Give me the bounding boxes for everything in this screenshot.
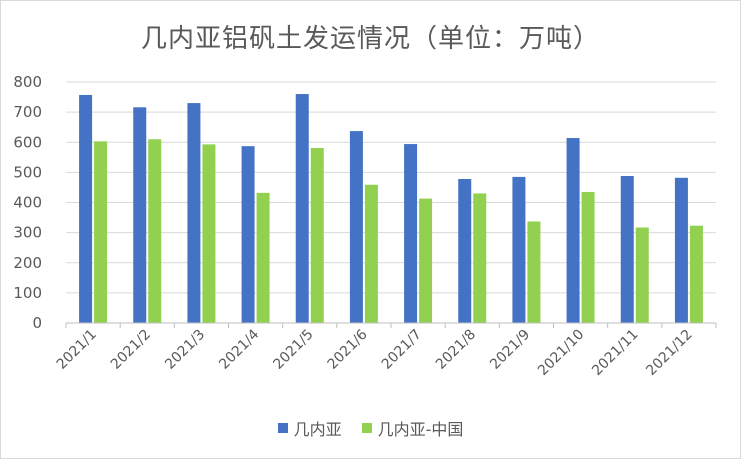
gridlines [66, 81, 716, 294]
legend-item-guinea: 几内亚 [277, 416, 342, 440]
x-tick-label: 2021/11 [589, 327, 641, 379]
legend-label-guinea-china: 几内亚-中国 [377, 420, 464, 439]
bar-guinea [295, 94, 309, 323]
y-tick-label: 0 [32, 314, 42, 332]
bar-guinea-china [635, 227, 649, 323]
x-tick-label: 2021/6 [325, 326, 371, 372]
y-tick-label: 300 [13, 224, 42, 242]
bar-guinea-china [256, 192, 270, 323]
bar-guinea-china [310, 147, 324, 323]
legend-swatch-guinea [277, 423, 288, 433]
x-tick-label: 2021/1 [54, 327, 100, 373]
y-tick-label: 800 [13, 73, 42, 91]
bar-guinea [241, 146, 255, 323]
y-tick-label: 400 [13, 194, 42, 212]
legend-swatch-guinea-china [361, 423, 372, 433]
bars [79, 94, 703, 324]
bar-guinea [674, 177, 688, 323]
x-axis [65, 322, 717, 328]
bar-guinea-china [581, 191, 595, 323]
bar-guinea [133, 107, 147, 324]
x-tick-label: 2021/5 [270, 327, 316, 373]
bar-guinea-china [419, 198, 433, 323]
bar-guinea [187, 103, 201, 324]
x-tick-label: 2021/10 [535, 327, 587, 379]
bar-guinea-china [689, 225, 703, 323]
bar-guinea-china [148, 139, 162, 323]
x-tick-label: 2021/7 [379, 327, 425, 373]
y-tick-label: 700 [13, 103, 42, 121]
y-axis-ticks: 0 100 200 300 400 500 600 700 800 [13, 73, 42, 332]
bar-guinea [620, 175, 634, 323]
bar-guinea-china [202, 144, 216, 323]
bar-guinea [566, 138, 580, 323]
bar-guinea [512, 176, 526, 323]
x-tick-label: 2021/4 [216, 326, 262, 372]
bar-guinea-china [473, 193, 487, 323]
x-axis-ticks: 2021/1 2021/2 2021/3 2021/4 2021/5 2021/6 2021… [54, 326, 696, 379]
bar-guinea [79, 94, 93, 323]
x-tick-label: 2021/8 [433, 327, 479, 373]
y-tick-label: 500 [13, 163, 42, 181]
bar-guinea [458, 179, 472, 323]
x-tick-label: 2021/9 [487, 327, 533, 373]
y-tick-label: 600 [13, 133, 42, 151]
legend-item-guinea-china: 几内亚-中国 [361, 416, 464, 440]
bar-guinea-china [527, 221, 541, 323]
x-tick-label: 2021/12 [643, 327, 695, 379]
y-tick-label: 200 [13, 254, 42, 272]
bar-guinea-china [94, 141, 108, 323]
bar-guinea [404, 144, 418, 323]
legend-label-guinea: 几内亚 [293, 420, 342, 439]
bar-guinea-china [364, 184, 378, 323]
legend: 几内亚 几内亚-中国 [0, 416, 741, 440]
x-tick-label: 2021/2 [108, 327, 154, 373]
chart-title: 几内亚铝矾土发运情况（单位：万吨） [140, 24, 600, 54]
bar-guinea [349, 131, 363, 323]
x-tick-label: 2021/3 [162, 327, 208, 373]
y-tick-label: 100 [13, 284, 42, 302]
